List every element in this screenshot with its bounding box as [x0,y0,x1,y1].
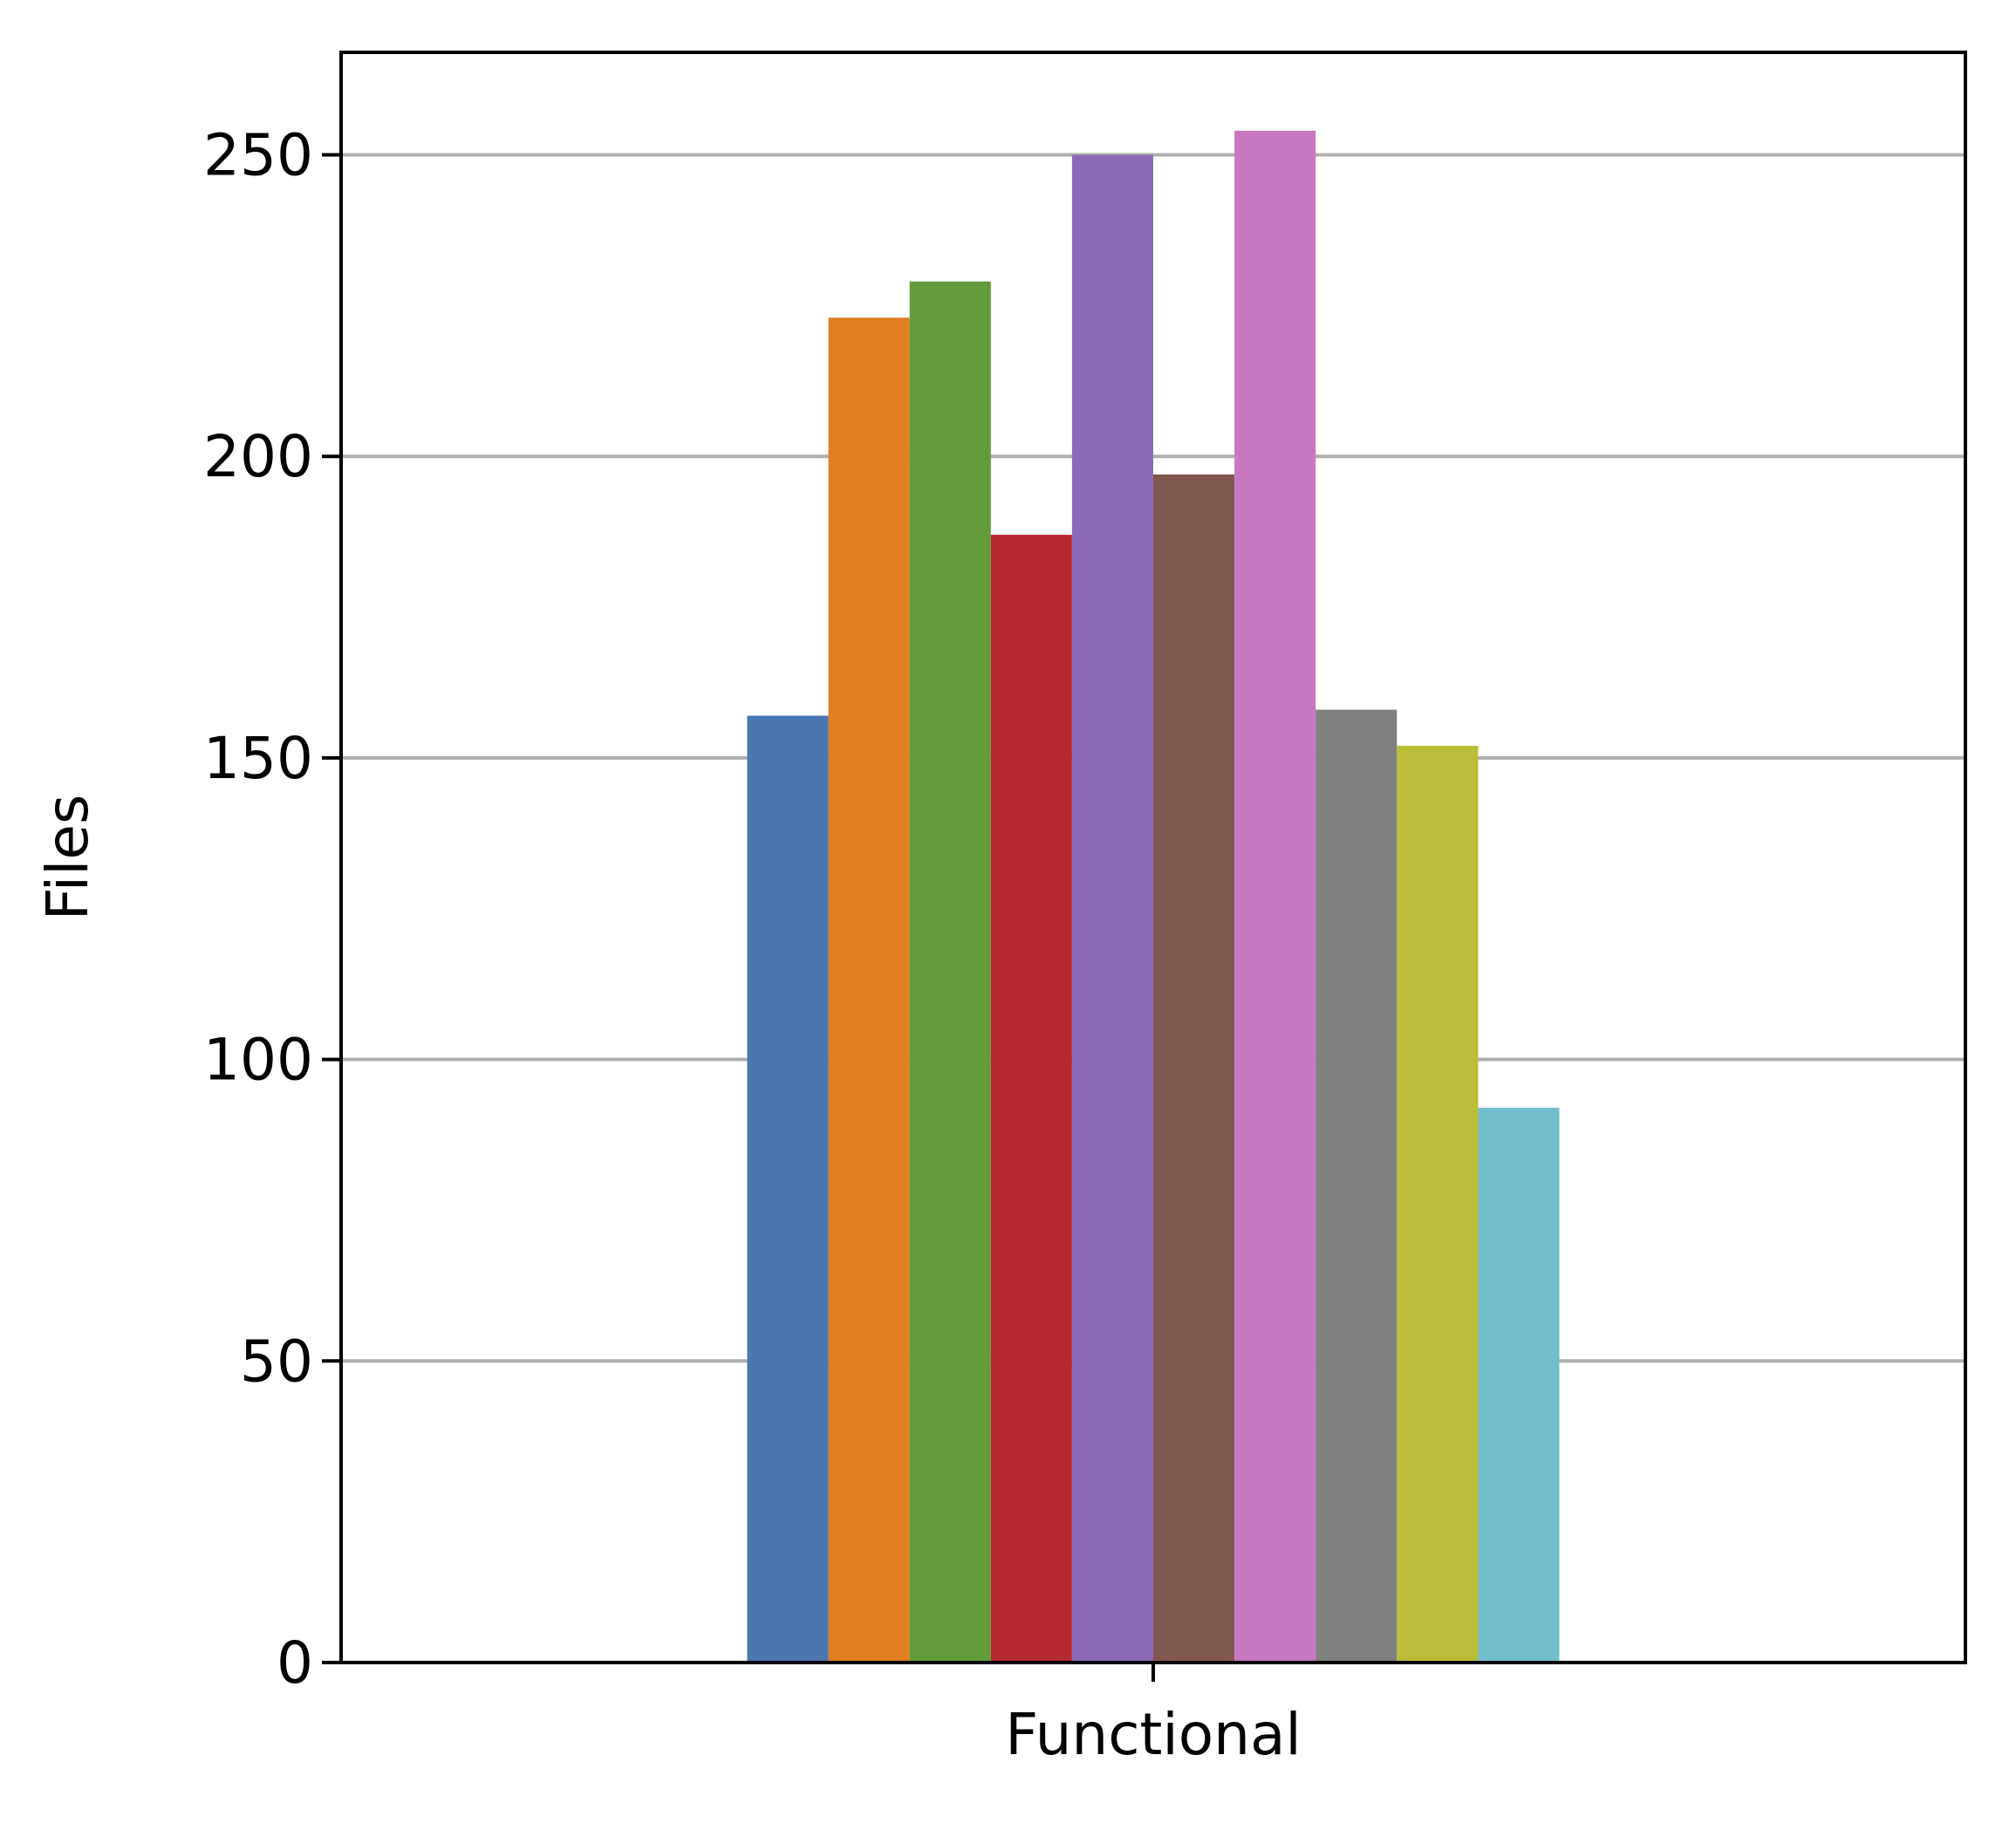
bar-series-4 [990,535,1072,1663]
y-axis-label: Files [34,795,101,921]
bar-series-1 [747,715,829,1663]
bars [747,130,1560,1663]
y-tick-label: 200 [203,423,313,490]
bar-series-9 [1397,746,1479,1663]
bar-series-10 [1478,1107,1560,1663]
y-axis-ticks: 0 50 100 150 200 250 [203,122,341,1697]
bar-series-7 [1234,130,1316,1663]
bar-series-5 [1071,154,1153,1663]
y-tick-label: 0 [277,1629,313,1697]
x-tick-label: Functional [1005,1701,1302,1768]
bar-series-2 [828,318,910,1663]
y-tick-label: 250 [203,122,313,189]
bar-series-8 [1316,709,1398,1663]
y-tick-label: 100 [203,1027,313,1094]
y-tick-label: 50 [240,1328,313,1395]
y-tick-label: 150 [203,725,313,792]
x-axis-ticks: Functional [1005,1663,1302,1768]
bar-series-3 [909,281,991,1663]
bar-series-6 [1153,474,1235,1663]
